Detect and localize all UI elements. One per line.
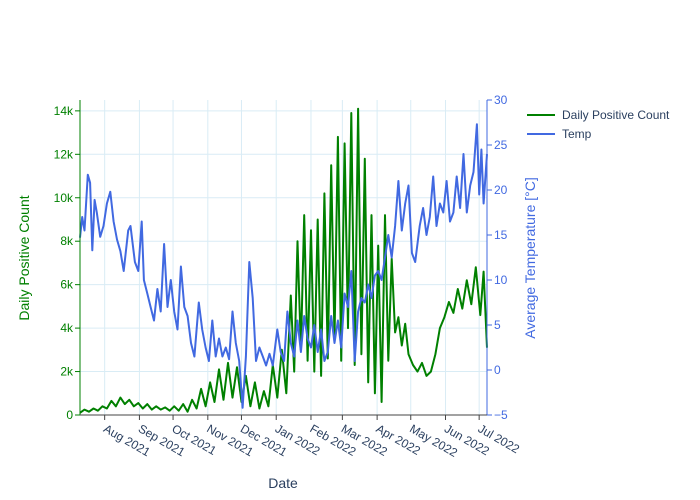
right-y-axis-ticks: −5 0 5 10 15 20 25 30: [487, 93, 508, 422]
gridlines: [80, 100, 487, 415]
x-axis-title: Date: [268, 475, 298, 491]
axis-lines: [79, 100, 488, 416]
legend-label-temp: Temp: [562, 127, 592, 141]
legend-item-daily-positive-count[interactable]: Daily Positive Count: [527, 108, 670, 122]
right-y-tick-label: 20: [494, 183, 508, 197]
left-y-tick-label: 0: [66, 408, 73, 422]
right-y-tick-label: 0: [494, 363, 501, 377]
right-y-tick-label: 10: [494, 273, 508, 287]
series-lines: [79, 107, 488, 414]
left-y-tick-label: 12k: [54, 147, 74, 161]
right-y-tick-label: 15: [494, 228, 508, 242]
left-y-tick-label: 2k: [60, 365, 74, 379]
series-line-temp: [79, 123, 488, 409]
legend-item-temp[interactable]: Temp: [527, 127, 592, 141]
left-y-tick-label: 14k: [54, 104, 74, 118]
left-y-tick-label: 10k: [54, 191, 74, 205]
left-y-tick-label: 4k: [60, 321, 74, 335]
left-y-axis-title: Daily Positive Count: [16, 195, 32, 320]
right-y-tick-label: −5: [494, 408, 508, 422]
right-y-tick-label: 25: [494, 138, 508, 152]
left-y-axis-ticks: 0 2k 4k 6k 8k 10k 12k 14k: [54, 104, 80, 422]
left-y-tick-label: 8k: [60, 234, 74, 248]
right-y-tick-label: 30: [494, 93, 508, 107]
legend-label-daily-positive-count: Daily Positive Count: [562, 108, 670, 122]
right-y-tick-label: 5: [494, 318, 501, 332]
legend: Daily Positive Count Temp: [527, 108, 670, 141]
right-y-axis-title: Average Temperature [°C]: [522, 177, 538, 339]
left-y-tick-label: 6k: [60, 278, 74, 292]
